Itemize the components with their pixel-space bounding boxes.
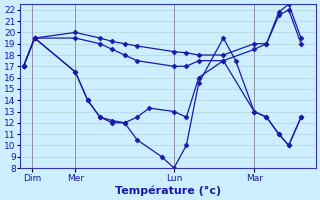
X-axis label: Température (°c): Température (°c) bbox=[115, 185, 221, 196]
